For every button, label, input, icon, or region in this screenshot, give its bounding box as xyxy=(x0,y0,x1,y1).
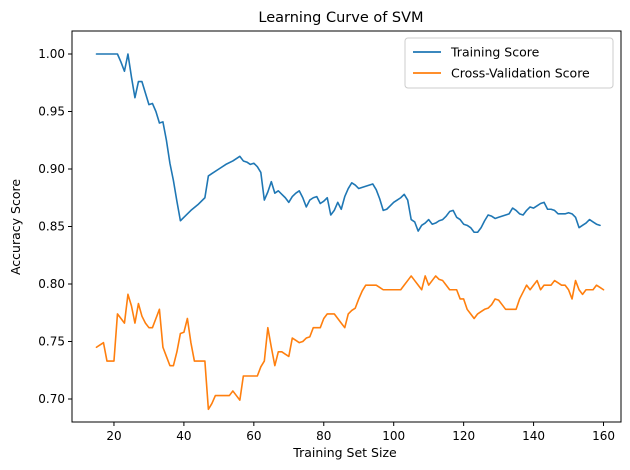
x-tick-label: 140 xyxy=(522,429,545,443)
x-tick-label: 20 xyxy=(106,429,121,443)
plot-frame xyxy=(71,30,622,423)
x-tick-label: 100 xyxy=(382,429,405,443)
y-tick-label: 0.80 xyxy=(38,277,65,291)
y-axis-title: Accuracy Score xyxy=(8,179,23,275)
legend-label: Cross-Validation Score xyxy=(451,66,590,81)
y-tick-label: 0.75 xyxy=(38,335,65,349)
y-tick-label: 0.85 xyxy=(38,220,65,234)
x-tick-label: 40 xyxy=(176,429,191,443)
y-tick-label: 0.70 xyxy=(38,392,65,406)
x-axis: 20 40 60 80 100 120 140 160 xyxy=(106,422,615,443)
x-axis-title: Training Set Size xyxy=(292,445,397,460)
x-tick-label: 160 xyxy=(592,429,615,443)
y-tick-label: 0.90 xyxy=(38,162,65,176)
series-line-training-score xyxy=(95,53,601,234)
x-tick-label: 120 xyxy=(452,429,475,443)
y-tick-label: 0.95 xyxy=(38,105,65,119)
y-axis: 0.70 0.75 0.80 0.85 0.90 0.95 1.00 xyxy=(38,47,72,406)
legend-label: Training Score xyxy=(450,45,540,60)
x-tick-label: 60 xyxy=(246,429,261,443)
legend-box xyxy=(404,37,614,89)
x-tick-label: 80 xyxy=(316,429,331,443)
plot-lines xyxy=(95,53,605,411)
legend: Training Score Cross-Validation Score xyxy=(404,37,614,89)
series-line-cross-validation-score xyxy=(95,275,605,411)
chart-title: Learning Curve of SVM xyxy=(258,10,423,26)
y-tick-label: 1.00 xyxy=(38,47,65,61)
